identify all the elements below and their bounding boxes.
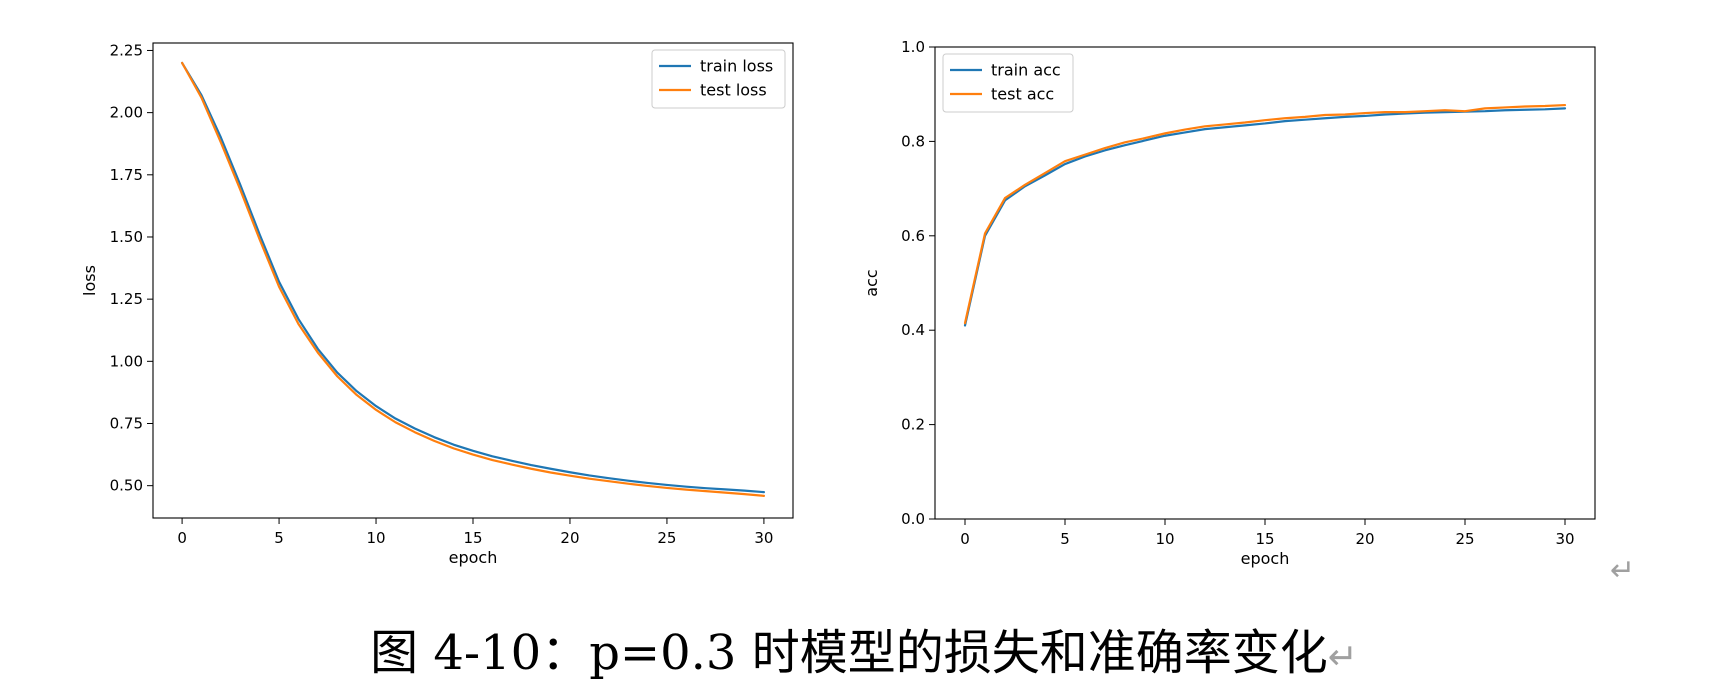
x-tick-label: 10 xyxy=(1155,530,1174,548)
y-axis-label: loss xyxy=(80,265,99,296)
y-tick-label: 2.25 xyxy=(110,41,143,59)
x-axis-label: epoch xyxy=(1241,549,1290,568)
y-tick-label: 0.8 xyxy=(901,132,925,150)
y-tick-label: 0.6 xyxy=(901,227,925,245)
x-tick-label: 0 xyxy=(177,529,187,547)
x-tick-label: 20 xyxy=(1355,530,1374,548)
figure-caption: 图 4-10：p=0.3 时模型的损失和准确率变化↵ xyxy=(0,625,1728,686)
legend-box xyxy=(651,49,786,109)
figure-caption-text: 图 4-10：p=0.3 时模型的损失和准确率变化 xyxy=(370,625,1328,681)
y-axis-label: acc xyxy=(862,269,881,296)
x-axis-label: epoch xyxy=(449,548,498,567)
legend-box xyxy=(942,53,1074,113)
legend: train loss test loss xyxy=(651,49,786,109)
x-tick-label: 15 xyxy=(463,529,482,547)
y-tick-label: 0.75 xyxy=(110,414,143,432)
legend-entry: test acc xyxy=(991,85,1054,104)
x-tick-label: 30 xyxy=(1555,530,1574,548)
x-tick-label: 30 xyxy=(754,529,773,547)
y-tick-label: 1.25 xyxy=(110,290,143,308)
series-line-train-acc xyxy=(963,107,1567,327)
y-tick-label: 0.4 xyxy=(901,321,925,339)
legend-entry: train acc xyxy=(991,61,1061,80)
series-line-test-loss xyxy=(180,61,766,497)
caption-paragraph-mark-icon: ↵ xyxy=(1327,637,1358,678)
series-line-train-loss xyxy=(180,61,766,494)
y-tick-label: 0.2 xyxy=(901,416,925,434)
x-tick-label: 20 xyxy=(560,529,579,547)
y-tick-label: 1.50 xyxy=(110,228,143,246)
loss-chart: 0 5 10 15 20 25 30 0.50 0.75 1.00 1.25 1.50 1.75 2.00… xyxy=(80,41,794,567)
y-tick-label: 1.00 xyxy=(110,352,143,370)
y-tick-label: 1.75 xyxy=(110,166,143,184)
figure: 0 5 10 15 20 25 300.500.751.001.251.501.752.00… xyxy=(80,38,1635,588)
x-tick-label: 25 xyxy=(1455,530,1474,548)
y-tick-label: 0.0 xyxy=(901,510,925,528)
x-tick-label: 5 xyxy=(1060,530,1070,548)
accuracy-chart: 0 5 10 15 20 25 30 0.0 0.2 0.4 0.6 0.8 1.0 epoch acc tr… xyxy=(862,38,1596,568)
plot-frame xyxy=(934,46,1596,520)
paragraph-mark-icon: ↵ xyxy=(1610,553,1635,588)
x-tick-label: 10 xyxy=(366,529,385,547)
plot-frame xyxy=(152,42,794,519)
x-tick-label: 25 xyxy=(657,529,676,547)
x-tick-label: 5 xyxy=(274,529,284,547)
x-tick-label: 0 xyxy=(960,530,970,548)
y-tick-label: 0.50 xyxy=(110,477,143,495)
legend: train acc test acc xyxy=(942,53,1074,113)
series-line-test-acc xyxy=(963,103,1567,325)
legend-entry: test loss xyxy=(700,81,767,100)
y-tick-label: 2.00 xyxy=(110,104,143,122)
y-tick-label: 1.0 xyxy=(901,38,925,56)
legend-entry: train loss xyxy=(700,57,773,76)
x-tick-label: 15 xyxy=(1255,530,1274,548)
